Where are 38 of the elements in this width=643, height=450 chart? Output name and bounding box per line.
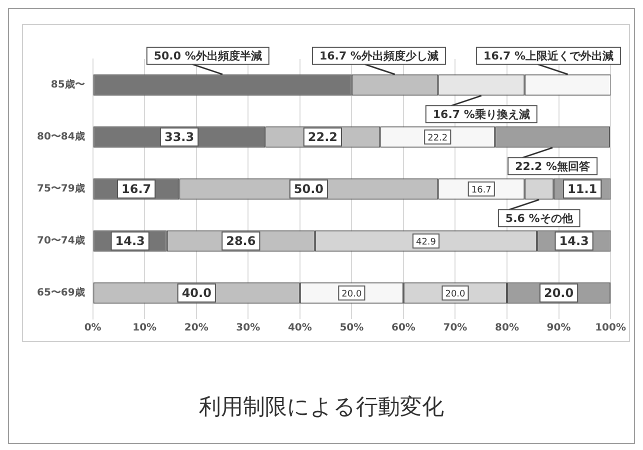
data-label: 50.0 [294,182,324,196]
y-tick-label: 80〜84歳 [36,130,85,143]
x-tick-label: 50% [340,322,364,334]
x-tick-label: 10% [132,322,157,334]
y-tick-label: 75〜79歳 [36,182,85,195]
x-tick-label: 40% [288,322,312,334]
x-tick-label: 0% [84,322,102,334]
x-tick-label: 90% [546,322,571,334]
text: 5.6 %その他 [505,212,573,226]
data-label: 42.9 [416,237,436,248]
data-label: 16.7 [122,182,152,196]
x-tick-label: 100% [595,322,626,334]
data-label: 40.0 [182,286,212,300]
text: 16.7 %上限近くで外出減 [484,50,614,63]
data-label: 14.3 [115,234,145,248]
y-tick-label: 85歳〜 [50,78,85,91]
text: 利用制限による行動変化 [198,394,445,422]
x-tick-label: 70% [443,322,468,334]
text: 16.7 %乗り換え減 [432,108,530,122]
data-label: 16.7 [471,185,492,196]
data-label: 28.6 [226,234,256,248]
data-label: 20.0 [445,289,466,300]
y-tick-label: 65〜69歳 [36,286,85,299]
data-label: 33.3 [164,130,194,144]
x-tick-label: 20% [184,322,208,334]
x-tick-label: 30% [236,322,260,334]
data-label: 20.0 [342,289,362,300]
data-label: 22.2 [428,133,448,144]
text: 22.2 %無回答 [515,160,590,174]
text: 50.0 %外出頻度半減 [154,50,262,63]
data-label: 20.0 [544,286,574,300]
data-label: 22.2 [308,130,338,144]
x-tick-label: 60% [391,322,416,334]
text: 16.7 %外出頻度少し減 [319,50,438,63]
y-tick-label: 70〜74歳 [36,234,85,247]
data-label: 14.3 [559,234,589,248]
x-tick-label: 80% [495,322,519,334]
data-label: 11.1 [568,182,598,196]
